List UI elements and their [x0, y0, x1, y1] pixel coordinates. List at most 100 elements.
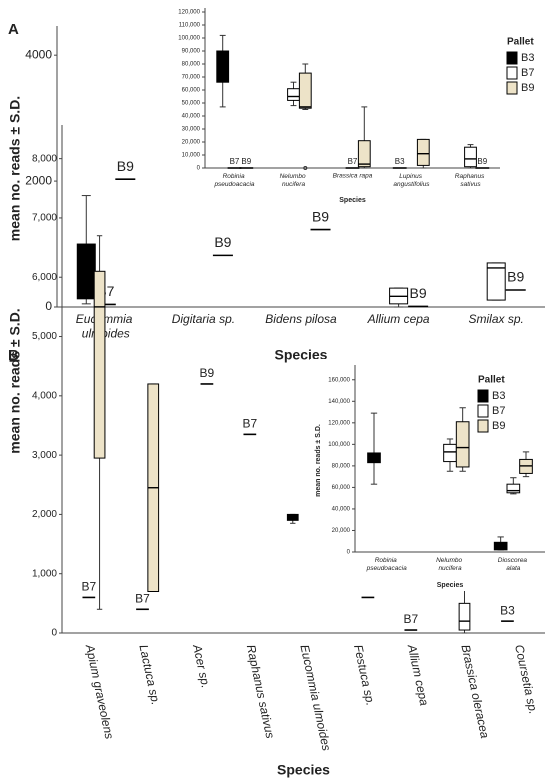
y-tick-label: 10,000 — [182, 153, 201, 159]
label-line: Nelumbo — [280, 173, 308, 180]
x-tick-label: Digitaria sp. — [172, 312, 235, 326]
x-tick-label: Robinia pseudoacacia — [366, 557, 407, 572]
legend-swatch — [477, 419, 489, 433]
x-axis-title: Species — [437, 582, 464, 589]
legend-label: B7 — [492, 405, 505, 417]
label-line: nucifera — [438, 565, 462, 572]
x-tick-label: Coursetia sp. — [512, 643, 540, 715]
box — [216, 50, 230, 83]
y-tick-label: 120,000 — [328, 420, 350, 426]
series-label: B9 — [214, 234, 231, 250]
y-tick-label: 40,000 — [182, 114, 201, 120]
x-tick-label: Lupinus angustifolius — [393, 173, 430, 188]
label-line: Dioscorea — [498, 557, 529, 564]
label-line: Robinia — [223, 173, 247, 180]
legend-swatch — [506, 51, 518, 65]
y-tick-label: 5,000 — [32, 331, 57, 342]
box — [443, 443, 457, 463]
x-tick-label: Eucommia ulmoides — [297, 643, 333, 752]
x-tick-label: Festuca sp. — [351, 643, 378, 707]
x-tick-label: Allium cepa — [367, 312, 430, 326]
series-label: B9 — [117, 158, 134, 174]
label-line: nucifera — [282, 181, 306, 188]
y-tick-label: 6,000 — [32, 272, 57, 283]
series-label: B7 — [230, 157, 240, 166]
y-tick-label: 60,000 — [332, 485, 351, 491]
y-tick-label: 2000 — [25, 173, 52, 187]
series-label: B7 — [348, 157, 358, 166]
x-tick-label: Apium graveolens — [83, 642, 117, 740]
legend-swatch — [477, 389, 489, 403]
y-axis-title: mean no. reads ± S.D. — [7, 308, 23, 453]
legend-label: B3 — [521, 52, 534, 64]
series-label: B7 — [135, 591, 150, 605]
x-tick-label: Raphanus sativus — [455, 173, 486, 188]
y-axis-title: mean no. reads ± S.D. — [7, 96, 23, 241]
x-axis-title: Species — [277, 762, 330, 778]
y-tick-label: 3,000 — [32, 450, 57, 461]
x-tick-label: Nelumbo nucifera — [280, 173, 308, 188]
box — [287, 88, 300, 101]
y-tick-label: 8,000 — [32, 153, 57, 164]
legend-label: B9 — [521, 82, 534, 94]
legend-swatch — [506, 66, 518, 80]
legend-swatch — [477, 404, 489, 418]
y-tick-label: 0 — [45, 299, 52, 313]
y-tick-label: 2,000 — [32, 509, 57, 520]
x-tick-label: Acer sp. — [190, 642, 213, 689]
label-line: Eucommia — [76, 312, 136, 326]
box — [455, 421, 470, 468]
legend-label: B3 — [492, 390, 505, 402]
y-tick-label: 30,000 — [182, 127, 201, 133]
y-tick-label: 0 — [51, 628, 57, 639]
series-label: B7 — [81, 580, 96, 594]
series-label: B7 — [403, 612, 418, 626]
y-tick-label: 1,000 — [32, 568, 57, 579]
legend-label: B9 — [492, 420, 505, 432]
box — [506, 483, 521, 494]
x-tick-label: Raphanus sativus — [244, 643, 278, 739]
box — [357, 140, 371, 168]
label-line: ulmoides — [82, 327, 130, 341]
label-line: Robinia — [375, 557, 399, 564]
x-tick-label: Bidens pilosa — [265, 312, 337, 326]
chart-panel: 0 10,000 20,000 30,000 40,000 50,000 60,000 70,… — [160, 2, 550, 206]
box — [416, 138, 430, 166]
legend-label: B7 — [521, 67, 534, 79]
label-line: pseudoacacia — [213, 181, 254, 188]
chart-panel: 0 20,000 40,000 60,000 80,000 100,000 120,000 1… — [310, 359, 550, 591]
legend-title: Pallet — [507, 37, 534, 48]
series-label: B9 — [312, 208, 329, 224]
y-tick-label: 0 — [197, 166, 201, 172]
y-tick-label: 4000 — [25, 47, 52, 61]
box — [486, 262, 506, 301]
label-line: Nelumbo — [436, 557, 464, 564]
y-tick-label: 60,000 — [182, 88, 201, 94]
y-tick-label: 0 — [347, 550, 351, 556]
x-tick-label: Lactuca sp. — [136, 643, 162, 706]
y-tick-label: 90,000 — [182, 49, 201, 55]
box — [298, 72, 312, 109]
series-label: B9 — [477, 157, 487, 166]
legend-title: Pallet — [478, 375, 505, 386]
x-tick-label: Allium cepa — [405, 642, 432, 707]
y-tick-label: 80,000 — [332, 463, 351, 469]
box — [93, 270, 106, 459]
y-tick-label: 100,000 — [328, 442, 350, 448]
label-line: sativus — [460, 181, 481, 188]
box — [464, 146, 477, 168]
x-tick-label: Brassica oleracea — [458, 643, 492, 740]
x-axis-title: Species — [275, 347, 328, 363]
chart-panel: 0 2000 4000 Eucommia ulmoides Digitaria sp. B… — [7, 21, 545, 363]
panel-label: B — [8, 347, 19, 364]
series-label: B9 — [200, 366, 215, 380]
series-label: B9 — [410, 285, 427, 301]
panel-label: A — [8, 21, 19, 38]
series-label: B9 — [507, 269, 524, 285]
y-axis-title: mean no. reads ± S.D. — [315, 424, 322, 497]
y-tick-label: 100,000 — [178, 36, 200, 42]
box — [76, 243, 96, 300]
inset-background — [160, 2, 550, 206]
x-tick-label: Eucommia ulmoides — [76, 312, 136, 340]
